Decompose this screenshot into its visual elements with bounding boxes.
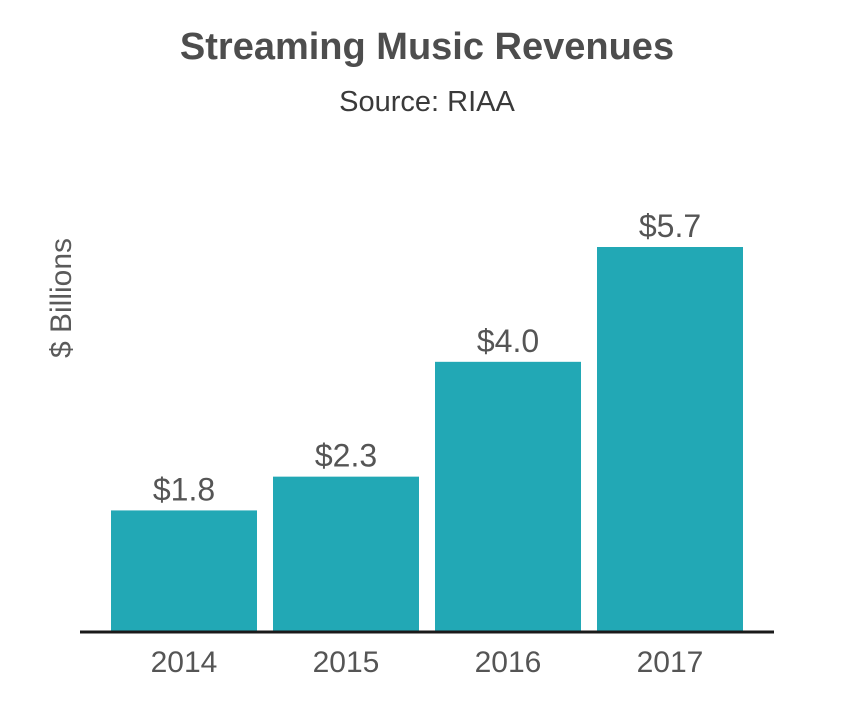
- x-tick-label-2017: 2017: [637, 646, 704, 679]
- chart-subtitle: Source: RIAA: [339, 86, 515, 118]
- data-label-2014: $1.8: [153, 471, 215, 507]
- x-tick-label-2016: 2016: [475, 646, 542, 679]
- chart-title: Streaming Music Revenues: [179, 26, 675, 68]
- data-label-2017: $5.7: [639, 208, 701, 244]
- bars-group: [111, 247, 743, 632]
- bar-2016: [435, 361, 581, 632]
- bar-2014: [111, 510, 257, 632]
- bar-2015: [273, 476, 419, 632]
- data-labels-group: $1.8 $2.3 $4.0 $5.7: [153, 208, 701, 507]
- x-tick-labels-group: 2014 2015 2016 2017: [151, 646, 704, 679]
- data-label-2015: $2.3: [315, 438, 377, 474]
- bar-2017: [597, 247, 743, 632]
- data-label-2016: $4.0: [477, 323, 539, 359]
- x-tick-label-2014: 2014: [151, 646, 218, 679]
- x-tick-label-2015: 2015: [313, 646, 380, 679]
